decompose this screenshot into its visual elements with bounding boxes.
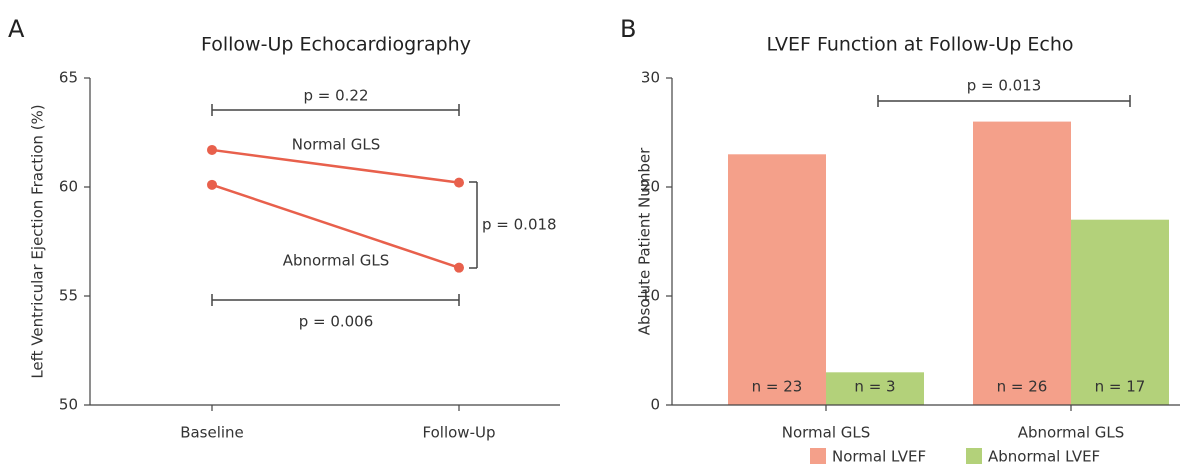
point [454,262,464,273]
legend-label: Normal LVEF [832,448,926,466]
y-tick-label: 0 [650,396,660,414]
y-tick-label: 50 [59,396,78,414]
y-tick-label: 55 [59,287,78,305]
bar [826,372,924,405]
y-axis-label: Absolute Patient Number [636,147,654,335]
annotation: p = 0.018 [482,216,557,234]
x-tick-label: Abnormal GLS [1018,424,1125,442]
bar [728,154,826,405]
bar [973,121,1071,405]
panel-label: B [620,15,636,43]
y-tick-label: 60 [59,178,78,196]
legend-swatch [966,448,982,464]
series-line [211,183,460,269]
x-tick-label: Normal GLS [782,424,871,442]
y-tick-label: 10 [641,287,660,305]
series-label: Normal GLS [292,136,381,154]
series-line [211,148,460,184]
annotation: p = 0.006 [299,313,374,331]
y-axis-label: Left Ventricular Ejection Fraction (%) [29,104,47,378]
x-tick-label: Follow-Up [423,424,496,442]
y-tick-label: 20 [641,178,660,196]
series-label: Abnormal GLS [283,252,390,270]
x-tick-label: Baseline [180,424,244,442]
point [207,144,217,155]
chart-title: LVEF Function at Follow-Up Echo [766,34,1073,56]
legend-swatch [810,448,826,464]
y-tick-label: 65 [59,69,78,87]
y-tick-label: 30 [641,69,660,87]
value-label: n = 23 [752,378,803,396]
point [454,177,464,188]
value-label: n = 17 [1095,378,1146,396]
value-label: n = 3 [854,378,895,396]
value-label: n = 26 [997,378,1048,396]
point [207,179,217,190]
annotation: p = 0.013 [967,77,1042,95]
legend-label: Abnormal LVEF [988,448,1100,466]
annotation: p = 0.22 [303,87,368,105]
chart-title: Follow-Up Echocardiography [201,34,471,56]
bar [1071,219,1169,405]
panel-label: A [8,15,25,43]
